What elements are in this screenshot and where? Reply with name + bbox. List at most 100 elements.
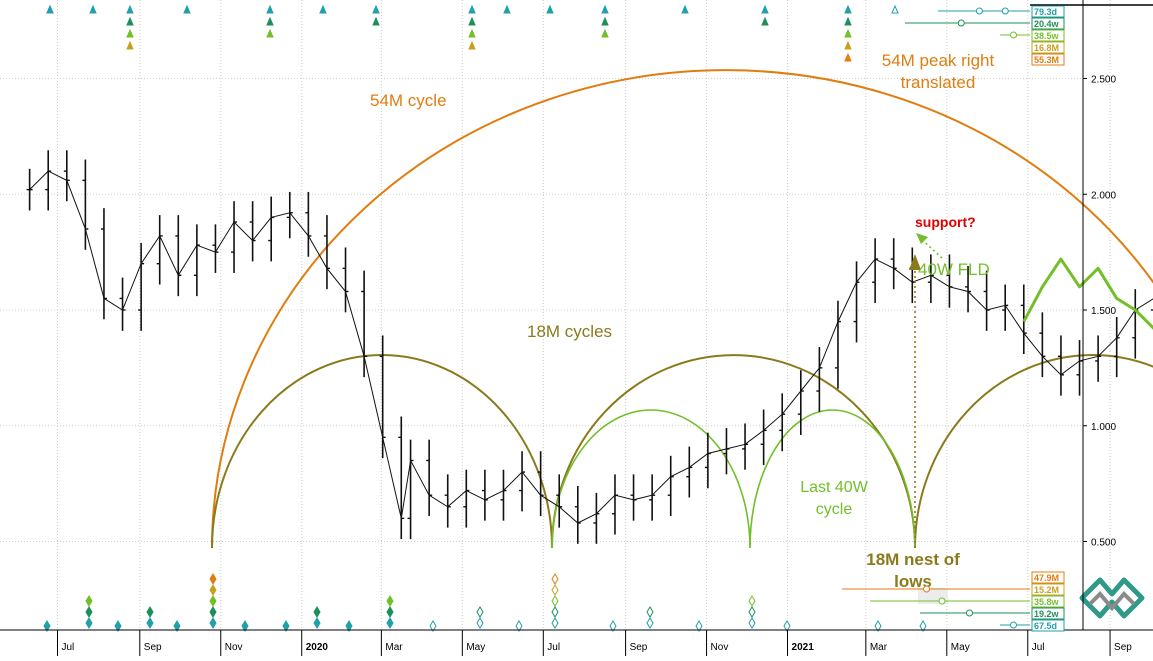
legend-top-tag-box (1031, 5, 1065, 18)
cycle-marker-triangle (89, 4, 97, 14)
cycle-marker-diamond (85, 606, 93, 618)
cycle-marker-diamond (345, 620, 353, 632)
x-tick-label: May (951, 642, 970, 653)
cycle-marker-diamond (551, 573, 559, 585)
cycle-marker-triangle (319, 4, 327, 14)
label-last-40w-line1: Last 40W (800, 479, 868, 496)
cycle-marker-diamond (85, 617, 93, 629)
cycle-marker-triangle (844, 16, 852, 26)
cycle-18m-arc (551, 354, 916, 549)
cycle-marker-diamond (209, 617, 217, 629)
cycle-marker-diamond (609, 620, 617, 632)
cycle-marker-diamond (43, 620, 51, 632)
legend-bottom-connector-dot (1010, 621, 1017, 629)
cycle-marker-triangle (468, 16, 476, 26)
y-tick-label: 1.500 (1091, 306, 1116, 317)
cycle-40w-arc (749, 409, 916, 549)
cycle-marker-triangle (126, 40, 134, 50)
legend-top-tag-box (1031, 17, 1065, 30)
cycle-marker-triangle (183, 4, 191, 14)
y-tick-label: 1.000 (1091, 422, 1116, 433)
cycle-marker-diamond (209, 595, 217, 607)
cycle-marker-diamond (783, 620, 791, 632)
legend-bottom-tag: 67.5d (1034, 621, 1057, 631)
cycle-marker-triangle (372, 16, 380, 26)
legend-bottom-tag-box (1031, 595, 1065, 608)
cycle-marker-triangle (761, 4, 769, 14)
cycle-marker-triangle (844, 28, 852, 38)
x-tick-label: May (466, 642, 485, 653)
legend-top-tag: 16.8M (1034, 43, 1059, 53)
label-peak-line2: translated (901, 73, 976, 92)
cycle-marker-diamond (748, 617, 756, 629)
cycle-40w-arc (551, 409, 751, 549)
label-40w-fld: 40W FLD (918, 260, 990, 279)
legend-bottom-tag-box (1031, 607, 1065, 620)
cycle-marker-diamond (748, 606, 756, 618)
x-tick-label: Jul (547, 642, 560, 653)
label-support: support? (915, 214, 976, 230)
logo-shape (1079, 577, 1145, 619)
label-nest-line2: lows (894, 572, 932, 591)
y-tick-label: 0.500 (1091, 538, 1116, 549)
cycle-marker-diamond (241, 620, 249, 632)
cycle-marker-diamond (209, 573, 217, 585)
cycle-marker-triangle (126, 16, 134, 26)
cycle-marker-diamond (85, 595, 93, 607)
x-tick-label: Nov (711, 642, 729, 653)
cycle-marker-diamond (476, 606, 484, 618)
x-tick-label: Sep (144, 642, 162, 653)
cycle-marker-triangle (844, 52, 852, 62)
cycle-marker-triangle (601, 16, 609, 26)
label-nest-line1: 18M nest of (866, 550, 960, 569)
cycle-marker-diamond (551, 584, 559, 596)
cycle-marker-triangle (681, 4, 689, 14)
cycle-marker-diamond (386, 606, 394, 618)
legend-bottom-tag-box (1031, 571, 1065, 584)
cycle-marker-triangle (891, 4, 899, 14)
legend-bottom-connector-dot (938, 597, 946, 605)
cycle-marker-diamond (874, 620, 882, 632)
cycle-marker-diamond (173, 620, 181, 632)
logo-icon (1079, 577, 1145, 619)
logo-shape-inner (1088, 591, 1136, 612)
cycle-marker-diamond (551, 617, 559, 629)
fld-arrowhead (916, 233, 928, 244)
legend-top-tag: 55.3M (1034, 55, 1059, 65)
legend-bottom-tag: 15.2M (1034, 585, 1059, 595)
cycle-marker-diamond (313, 617, 321, 629)
cycle-marker-triangle (46, 4, 54, 14)
label-peak-line1: 54M peak right (882, 51, 995, 70)
cycle-marker-triangle (503, 4, 511, 14)
cycle-marker-diamond (646, 606, 654, 618)
cycle-54m-arc (211, 69, 1153, 549)
cycle-marker-triangle (266, 16, 274, 26)
cycle-marker-triangle (761, 16, 769, 26)
cycle-marker-diamond (386, 595, 394, 607)
label-last-40w-line2: cycle (816, 501, 853, 518)
nest-arrowhead (909, 254, 921, 270)
legend-bottom-connector-dot (966, 609, 973, 617)
cycle-marker-diamond (209, 584, 217, 596)
legend-bottom-tag: 35.8w (1034, 597, 1060, 607)
cycle-marker-diamond (114, 620, 122, 632)
cycle-marker-triangle (126, 4, 134, 14)
cycle-marker-diamond (429, 620, 437, 632)
cycle-18m-arc (914, 354, 1153, 549)
cycle-marker-triangle (266, 4, 274, 14)
x-tick-label: Nov (225, 642, 243, 653)
label-54m-cycle: 54M cycle (370, 91, 447, 110)
cycle-marker-triangle (601, 4, 609, 14)
x-tick-label: Sep (630, 642, 648, 653)
x-tick-label: 2020 (306, 642, 329, 653)
label-18m-cycles: 18M cycles (527, 322, 612, 341)
legend-top-tag: 20.4w (1034, 19, 1060, 29)
cycle-marker-diamond (146, 606, 154, 618)
cycle-marker-triangle (372, 4, 380, 14)
cycle-marker-triangle (546, 4, 554, 14)
legend-bottom-tag-box (1031, 619, 1065, 632)
legend-bottom-tag-box (1031, 583, 1065, 596)
cycle-marker-diamond (313, 606, 321, 618)
